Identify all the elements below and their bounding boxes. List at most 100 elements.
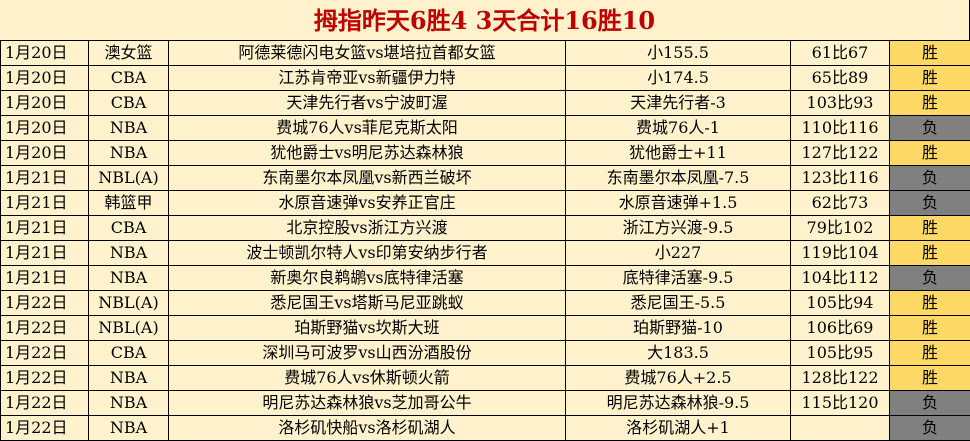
result-cell: 胜 — [889, 240, 970, 266]
table-row: 1月20日 澳女篮 阿德莱德闪电女篮vs堪培拉首都女篮 小155.5 61比67 胜 — [0, 40, 970, 66]
pick-cell: 底特律活塞-9.5 — [565, 265, 791, 291]
result-cell: 胜 — [889, 315, 970, 341]
result-cell: 胜 — [889, 365, 970, 391]
table-row: 1月22日 NBA 费城76人vs休斯顿火箭 费城76人+2.5 128比122 胜 — [0, 365, 970, 391]
table-row: 1月22日 NBA 洛杉矶快船vs洛杉矶湖人 洛杉矶湖人+1 负 — [0, 415, 970, 441]
date-cell: 1月21日 — [0, 265, 89, 291]
table-row: 1月21日 NBA 新奥尔良鹈鹕vs底特律活塞 底特律活塞-9.5 104比112 负 — [0, 265, 970, 291]
date-cell: 1月20日 — [0, 115, 89, 141]
score-cell: 123比116 — [790, 165, 890, 191]
table-row: 1月20日 NBA 费城76人vs菲尼克斯太阳 费城76人-1 110比116 负 — [0, 115, 970, 141]
league-cell: CBA — [88, 215, 169, 241]
score-cell: 65比89 — [790, 65, 890, 91]
result-cell: 胜 — [889, 340, 970, 366]
table-row: 1月22日 NBL(A) 悉尼国王vs塔斯马尼亚跳蚁 悉尼国王-5.5 105比94 胜 — [0, 290, 970, 316]
table-row: 1月21日 NBA 波士顿凯尔特人vs印第安纳步行者 小227 119比104 胜 — [0, 240, 970, 266]
match-cell: 洛杉矶快船vs洛杉矶湖人 — [168, 415, 566, 441]
pick-cell: 小174.5 — [565, 65, 791, 91]
pick-cell: 大183.5 — [565, 340, 791, 366]
date-cell: 1月20日 — [0, 140, 89, 166]
table-row: 1月21日 NBL(A) 东南墨尔本凤凰vs新西兰破坏 东南墨尔本凤凰-7.5 123比… — [0, 165, 970, 191]
match-cell: 江苏肯帝亚vs新疆伊力特 — [168, 65, 566, 91]
league-cell: NBA — [88, 240, 169, 266]
score-cell: 110比116 — [790, 115, 890, 141]
date-cell: 1月22日 — [0, 365, 89, 391]
match-cell: 新奥尔良鹈鹕vs底特律活塞 — [168, 265, 566, 291]
league-cell: CBA — [88, 90, 169, 116]
pick-cell: 洛杉矶湖人+1 — [565, 415, 791, 441]
date-cell: 1月21日 — [0, 190, 89, 216]
result-cell: 负 — [889, 415, 970, 441]
date-cell: 1月21日 — [0, 165, 89, 191]
pick-cell: 浙江方兴渡-9.5 — [565, 215, 791, 241]
score-cell: 127比122 — [790, 140, 890, 166]
league-cell: 澳女篮 — [88, 40, 169, 66]
result-cell: 胜 — [889, 65, 970, 91]
match-cell: 悉尼国王vs塔斯马尼亚跳蚁 — [168, 290, 566, 316]
score-cell: 128比122 — [790, 365, 890, 391]
match-cell: 水原音速弹vs安养正官庄 — [168, 190, 566, 216]
result-cell: 胜 — [889, 140, 970, 166]
table-row: 1月20日 NBA 犹他爵士vs明尼苏达森林狼 犹他爵士+11 127比122 胜 — [0, 140, 970, 166]
pick-cell: 悉尼国王-5.5 — [565, 290, 791, 316]
pick-cell: 水原音速弹+1.5 — [565, 190, 791, 216]
result-cell: 负 — [889, 115, 970, 141]
page-title: 拇指昨天6胜4 3天合计16胜10 — [0, 0, 970, 40]
result-cell: 负 — [889, 265, 970, 291]
result-cell: 胜 — [889, 90, 970, 116]
table-row: 1月22日 NBL(A) 珀斯野猫vs坎斯大班 珀斯野猫-10 106比69 胜 — [0, 315, 970, 341]
pick-cell: 费城76人-1 — [565, 115, 791, 141]
date-cell: 1月22日 — [0, 390, 89, 416]
score-cell: 103比93 — [790, 90, 890, 116]
match-cell: 深圳马可波罗vs山西汾酒股份 — [168, 340, 566, 366]
result-cell: 胜 — [889, 290, 970, 316]
score-cell: 104比112 — [790, 265, 890, 291]
date-cell: 1月20日 — [0, 90, 89, 116]
pick-cell: 珀斯野猫-10 — [565, 315, 791, 341]
score-cell: 115比120 — [790, 390, 890, 416]
score-cell: 79比102 — [790, 215, 890, 241]
pick-cell: 明尼苏达森林狼-9.5 — [565, 390, 791, 416]
table-row: 1月20日 CBA 江苏肯帝亚vs新疆伊力特 小174.5 65比89 胜 — [0, 65, 970, 91]
date-cell: 1月22日 — [0, 340, 89, 366]
date-cell: 1月22日 — [0, 415, 89, 441]
score-cell — [790, 415, 890, 441]
score-cell: 61比67 — [790, 40, 890, 66]
result-cell: 胜 — [889, 40, 970, 66]
match-cell: 珀斯野猫vs坎斯大班 — [168, 315, 566, 341]
pick-cell: 东南墨尔本凤凰-7.5 — [565, 165, 791, 191]
pick-cell: 犹他爵士+11 — [565, 140, 791, 166]
league-cell: NBA — [88, 115, 169, 141]
match-cell: 阿德莱德闪电女篮vs堪培拉首都女篮 — [168, 40, 566, 66]
score-cell: 105比94 — [790, 290, 890, 316]
result-cell: 负 — [889, 190, 970, 216]
match-cell: 天津先行者vs宁波町渥 — [168, 90, 566, 116]
match-cell: 波士顿凯尔特人vs印第安纳步行者 — [168, 240, 566, 266]
table-row: 1月20日 CBA 天津先行者vs宁波町渥 天津先行者-3 103比93 胜 — [0, 90, 970, 116]
league-cell: 韩篮甲 — [88, 190, 169, 216]
pick-cell: 小155.5 — [565, 40, 791, 66]
score-cell: 106比69 — [790, 315, 890, 341]
date-cell: 1月20日 — [0, 65, 89, 91]
date-cell: 1月21日 — [0, 240, 89, 266]
match-cell: 明尼苏达森林狼vs芝加哥公牛 — [168, 390, 566, 416]
date-cell: 1月22日 — [0, 315, 89, 341]
match-cell: 东南墨尔本凤凰vs新西兰破坏 — [168, 165, 566, 191]
date-cell: 1月21日 — [0, 215, 89, 241]
league-cell: NBA — [88, 390, 169, 416]
league-cell: NBL(A) — [88, 165, 169, 191]
match-cell: 北京控股vs浙江方兴渡 — [168, 215, 566, 241]
table-row: 1月21日 CBA 北京控股vs浙江方兴渡 浙江方兴渡-9.5 79比102 胜 — [0, 215, 970, 241]
table-row: 1月21日 韩篮甲 水原音速弹vs安养正官庄 水原音速弹+1.5 62比73 负 — [0, 190, 970, 216]
pick-cell: 天津先行者-3 — [565, 90, 791, 116]
pick-cell: 小227 — [565, 240, 791, 266]
match-cell: 费城76人vs休斯顿火箭 — [168, 365, 566, 391]
league-cell: NBA — [88, 265, 169, 291]
league-cell: CBA — [88, 65, 169, 91]
score-cell: 62比73 — [790, 190, 890, 216]
league-cell: NBL(A) — [88, 315, 169, 341]
league-cell: NBL(A) — [88, 290, 169, 316]
date-cell: 1月22日 — [0, 290, 89, 316]
league-cell: NBA — [88, 365, 169, 391]
